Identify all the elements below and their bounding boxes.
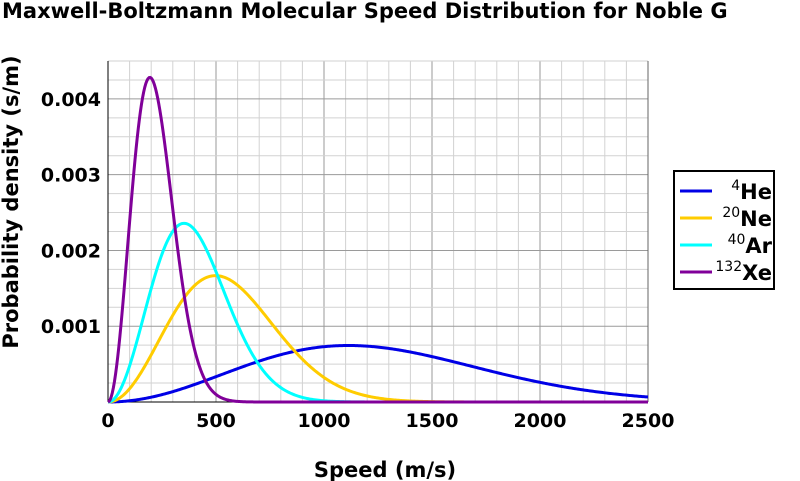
grid — [107, 60, 649, 402]
y-tick-label: 0.001 — [41, 316, 101, 338]
x-tick-label: 2000 — [514, 410, 567, 432]
series-line-xe — [107, 75, 649, 404]
y-tick-label: 0.003 — [41, 165, 101, 187]
x-axis-label: Speed (m/s) — [314, 458, 456, 481]
x-tick-labels: 0 500 1000 1500 2000 2500 — [101, 410, 674, 432]
y-tick-labels: 0.001 0.002 0.003 0.004 — [41, 89, 101, 338]
legend-label-he: 4He — [731, 178, 772, 204]
y-tick-label: 0.002 — [41, 240, 101, 262]
series-lines — [107, 75, 649, 404]
series-line-he — [107, 343, 649, 404]
y-axis-label: Probability density (s/m) — [0, 55, 23, 348]
legend-label-xe: 132Xe — [715, 259, 772, 285]
chart-title: Maxwell-Boltzmann Molecular Speed Distri… — [2, 0, 728, 23]
legend-label-ne: 20Ne — [722, 205, 772, 231]
x-tick-label: 0 — [101, 410, 114, 432]
x-tick-label: 500 — [196, 410, 236, 432]
x-tick-label: 1500 — [406, 410, 459, 432]
y-tick-label: 0.004 — [41, 89, 101, 111]
x-tick-label: 1000 — [298, 410, 351, 432]
legend-label-ar: 40Ar — [728, 232, 773, 258]
x-tick-label: 2500 — [622, 410, 675, 432]
